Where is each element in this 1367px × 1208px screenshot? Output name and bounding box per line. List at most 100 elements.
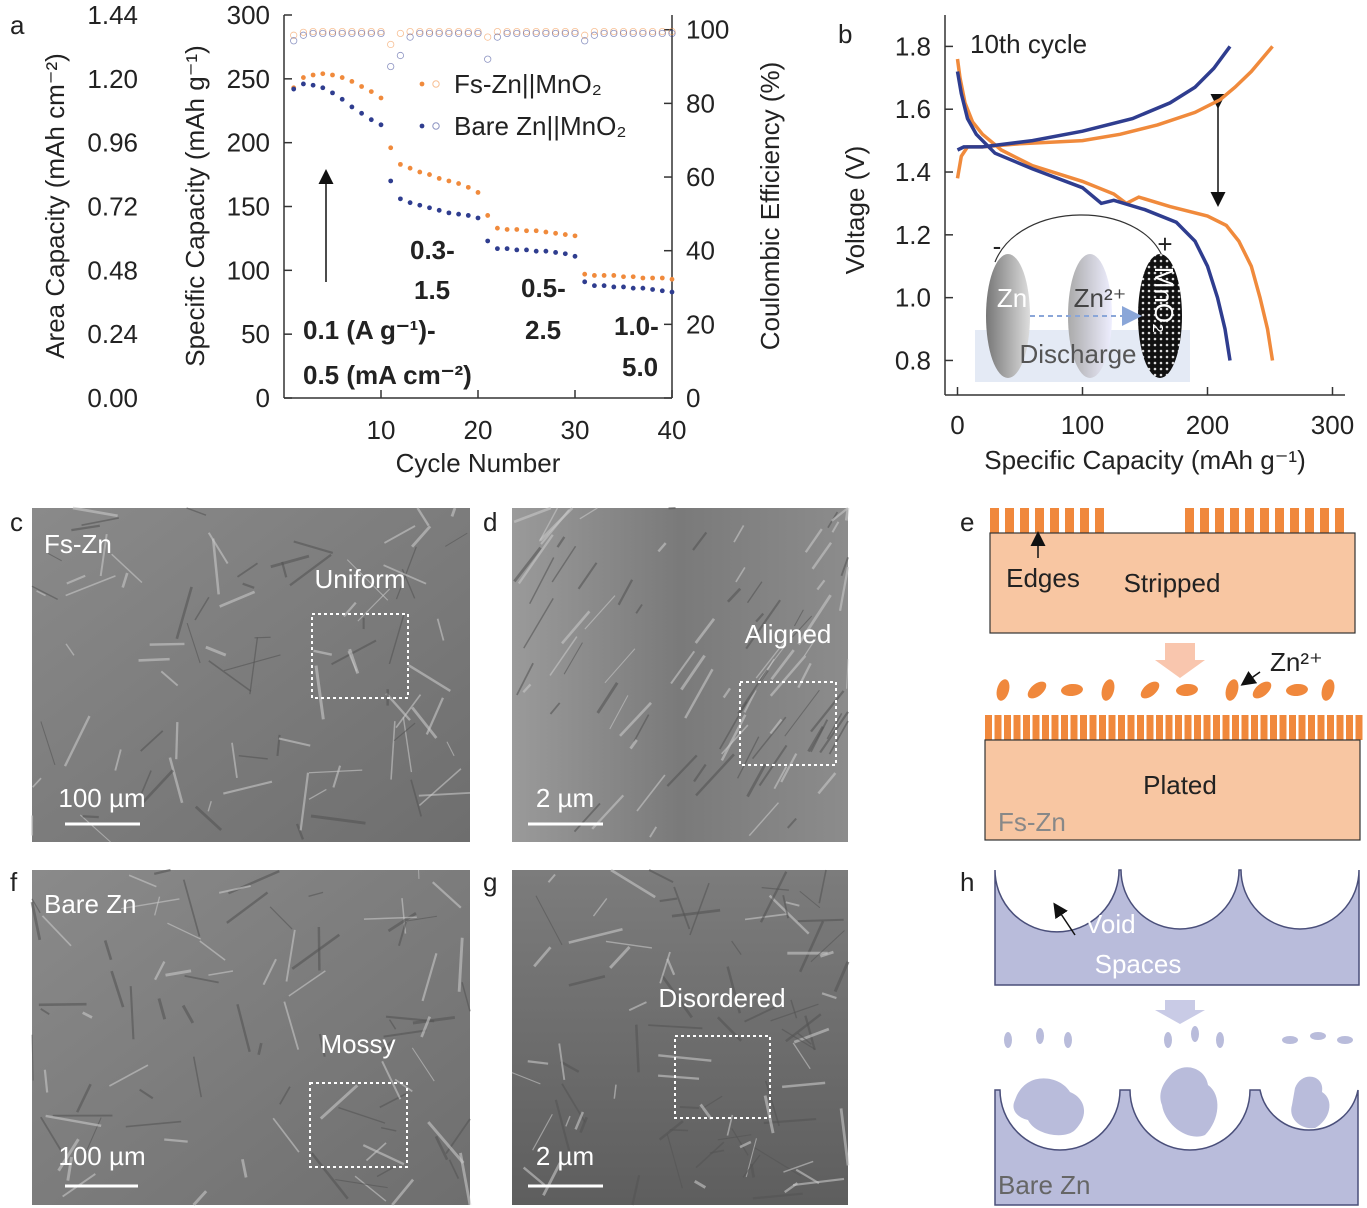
texture xyxy=(416,507,430,527)
diagram-label: Edges xyxy=(1006,563,1080,593)
ce-point xyxy=(387,62,395,71)
texture xyxy=(780,753,798,783)
y3-tick-label: 0.48 xyxy=(87,255,138,285)
y2-tick-label: 20 xyxy=(686,309,715,339)
texture xyxy=(797,1032,812,1045)
texture xyxy=(383,1029,427,1038)
texture xyxy=(138,657,170,662)
texture xyxy=(761,886,789,891)
legend-marker xyxy=(432,80,440,88)
texture xyxy=(38,1002,87,1007)
ce-point xyxy=(600,27,608,36)
texture xyxy=(308,788,327,800)
texture xyxy=(629,739,638,750)
capacity-point xyxy=(601,273,607,278)
diagram-e xyxy=(984,508,1363,841)
edge-tooth xyxy=(1184,715,1192,740)
inset-label: Discharge xyxy=(1019,339,1136,369)
texture xyxy=(769,654,807,697)
ce-point xyxy=(493,27,501,36)
capacity-point xyxy=(601,283,607,289)
edge-tooth xyxy=(1213,715,1220,740)
texture xyxy=(659,951,671,984)
capacity-point xyxy=(368,89,374,94)
ce-point xyxy=(445,27,453,36)
capacity-point xyxy=(388,178,394,184)
texture xyxy=(121,572,129,588)
texture xyxy=(103,940,113,961)
inset-label: Zn²⁺ xyxy=(1074,283,1127,313)
texture xyxy=(810,719,829,753)
texture xyxy=(194,596,210,621)
edge-tooth xyxy=(1146,715,1154,740)
ce-point xyxy=(619,27,628,36)
capacity-point xyxy=(669,276,675,282)
ion xyxy=(1252,681,1272,699)
texture xyxy=(733,525,745,543)
y-tick-label: 150 xyxy=(227,192,270,222)
texture xyxy=(199,940,226,961)
scale-label: 2 µm xyxy=(536,1141,594,1171)
texture xyxy=(726,1114,734,1136)
edge-tooth xyxy=(1175,715,1182,740)
texture xyxy=(86,1117,102,1152)
texture xyxy=(238,754,268,760)
edge-tooth xyxy=(1080,715,1087,740)
texture xyxy=(165,969,192,977)
texture xyxy=(79,814,111,843)
capacity-point xyxy=(368,117,374,123)
y3-tick-label: 0.24 xyxy=(87,319,138,349)
texture xyxy=(418,768,462,807)
texture xyxy=(43,1069,49,1093)
legend-label: Bare Zn||MnO₂ xyxy=(454,111,626,141)
annotation: 10th cycle xyxy=(970,29,1087,59)
texture xyxy=(628,1001,647,1012)
ce-point xyxy=(396,51,404,60)
inset-label: - xyxy=(993,231,1002,261)
edge-tooth xyxy=(1317,715,1325,740)
texture xyxy=(45,1114,102,1127)
texture xyxy=(604,648,636,684)
capacity-point xyxy=(310,82,316,88)
texture xyxy=(236,1003,251,1053)
edge-tooth xyxy=(1289,715,1296,740)
edge-tooth xyxy=(1065,508,1074,533)
texture xyxy=(648,1024,703,1030)
ce-point xyxy=(425,27,434,36)
texture xyxy=(140,770,152,795)
capacity-point xyxy=(388,145,394,151)
diagram-label: Stripped xyxy=(1124,568,1221,598)
ce-point xyxy=(309,29,317,38)
y-tick-label: 200 xyxy=(227,128,270,158)
texture xyxy=(511,1072,541,1085)
texture xyxy=(538,507,559,542)
texture xyxy=(36,590,46,597)
edge-tooth xyxy=(1080,508,1089,533)
texture xyxy=(379,1093,407,1109)
texture xyxy=(649,826,658,838)
capacity-point xyxy=(669,289,675,295)
panel-letter: d xyxy=(483,507,497,537)
texture xyxy=(160,670,179,687)
edge-tooth xyxy=(1308,715,1315,740)
texture xyxy=(726,966,742,1014)
texture xyxy=(383,564,427,585)
ce-point xyxy=(454,27,463,36)
texture xyxy=(810,930,845,963)
texture xyxy=(157,998,167,1020)
texture xyxy=(47,552,62,562)
ce-point xyxy=(387,40,395,49)
ce-point xyxy=(522,29,531,38)
texture xyxy=(406,915,438,922)
ce-point xyxy=(309,27,317,36)
ce-point xyxy=(406,27,414,36)
texture xyxy=(816,579,826,591)
texture xyxy=(573,802,601,833)
capacity-point xyxy=(495,246,500,252)
texture xyxy=(517,534,554,585)
capacity-point xyxy=(514,227,520,232)
capacity-point xyxy=(398,196,403,202)
texture xyxy=(746,763,767,798)
ion xyxy=(1140,681,1160,699)
ce-point xyxy=(532,29,540,38)
